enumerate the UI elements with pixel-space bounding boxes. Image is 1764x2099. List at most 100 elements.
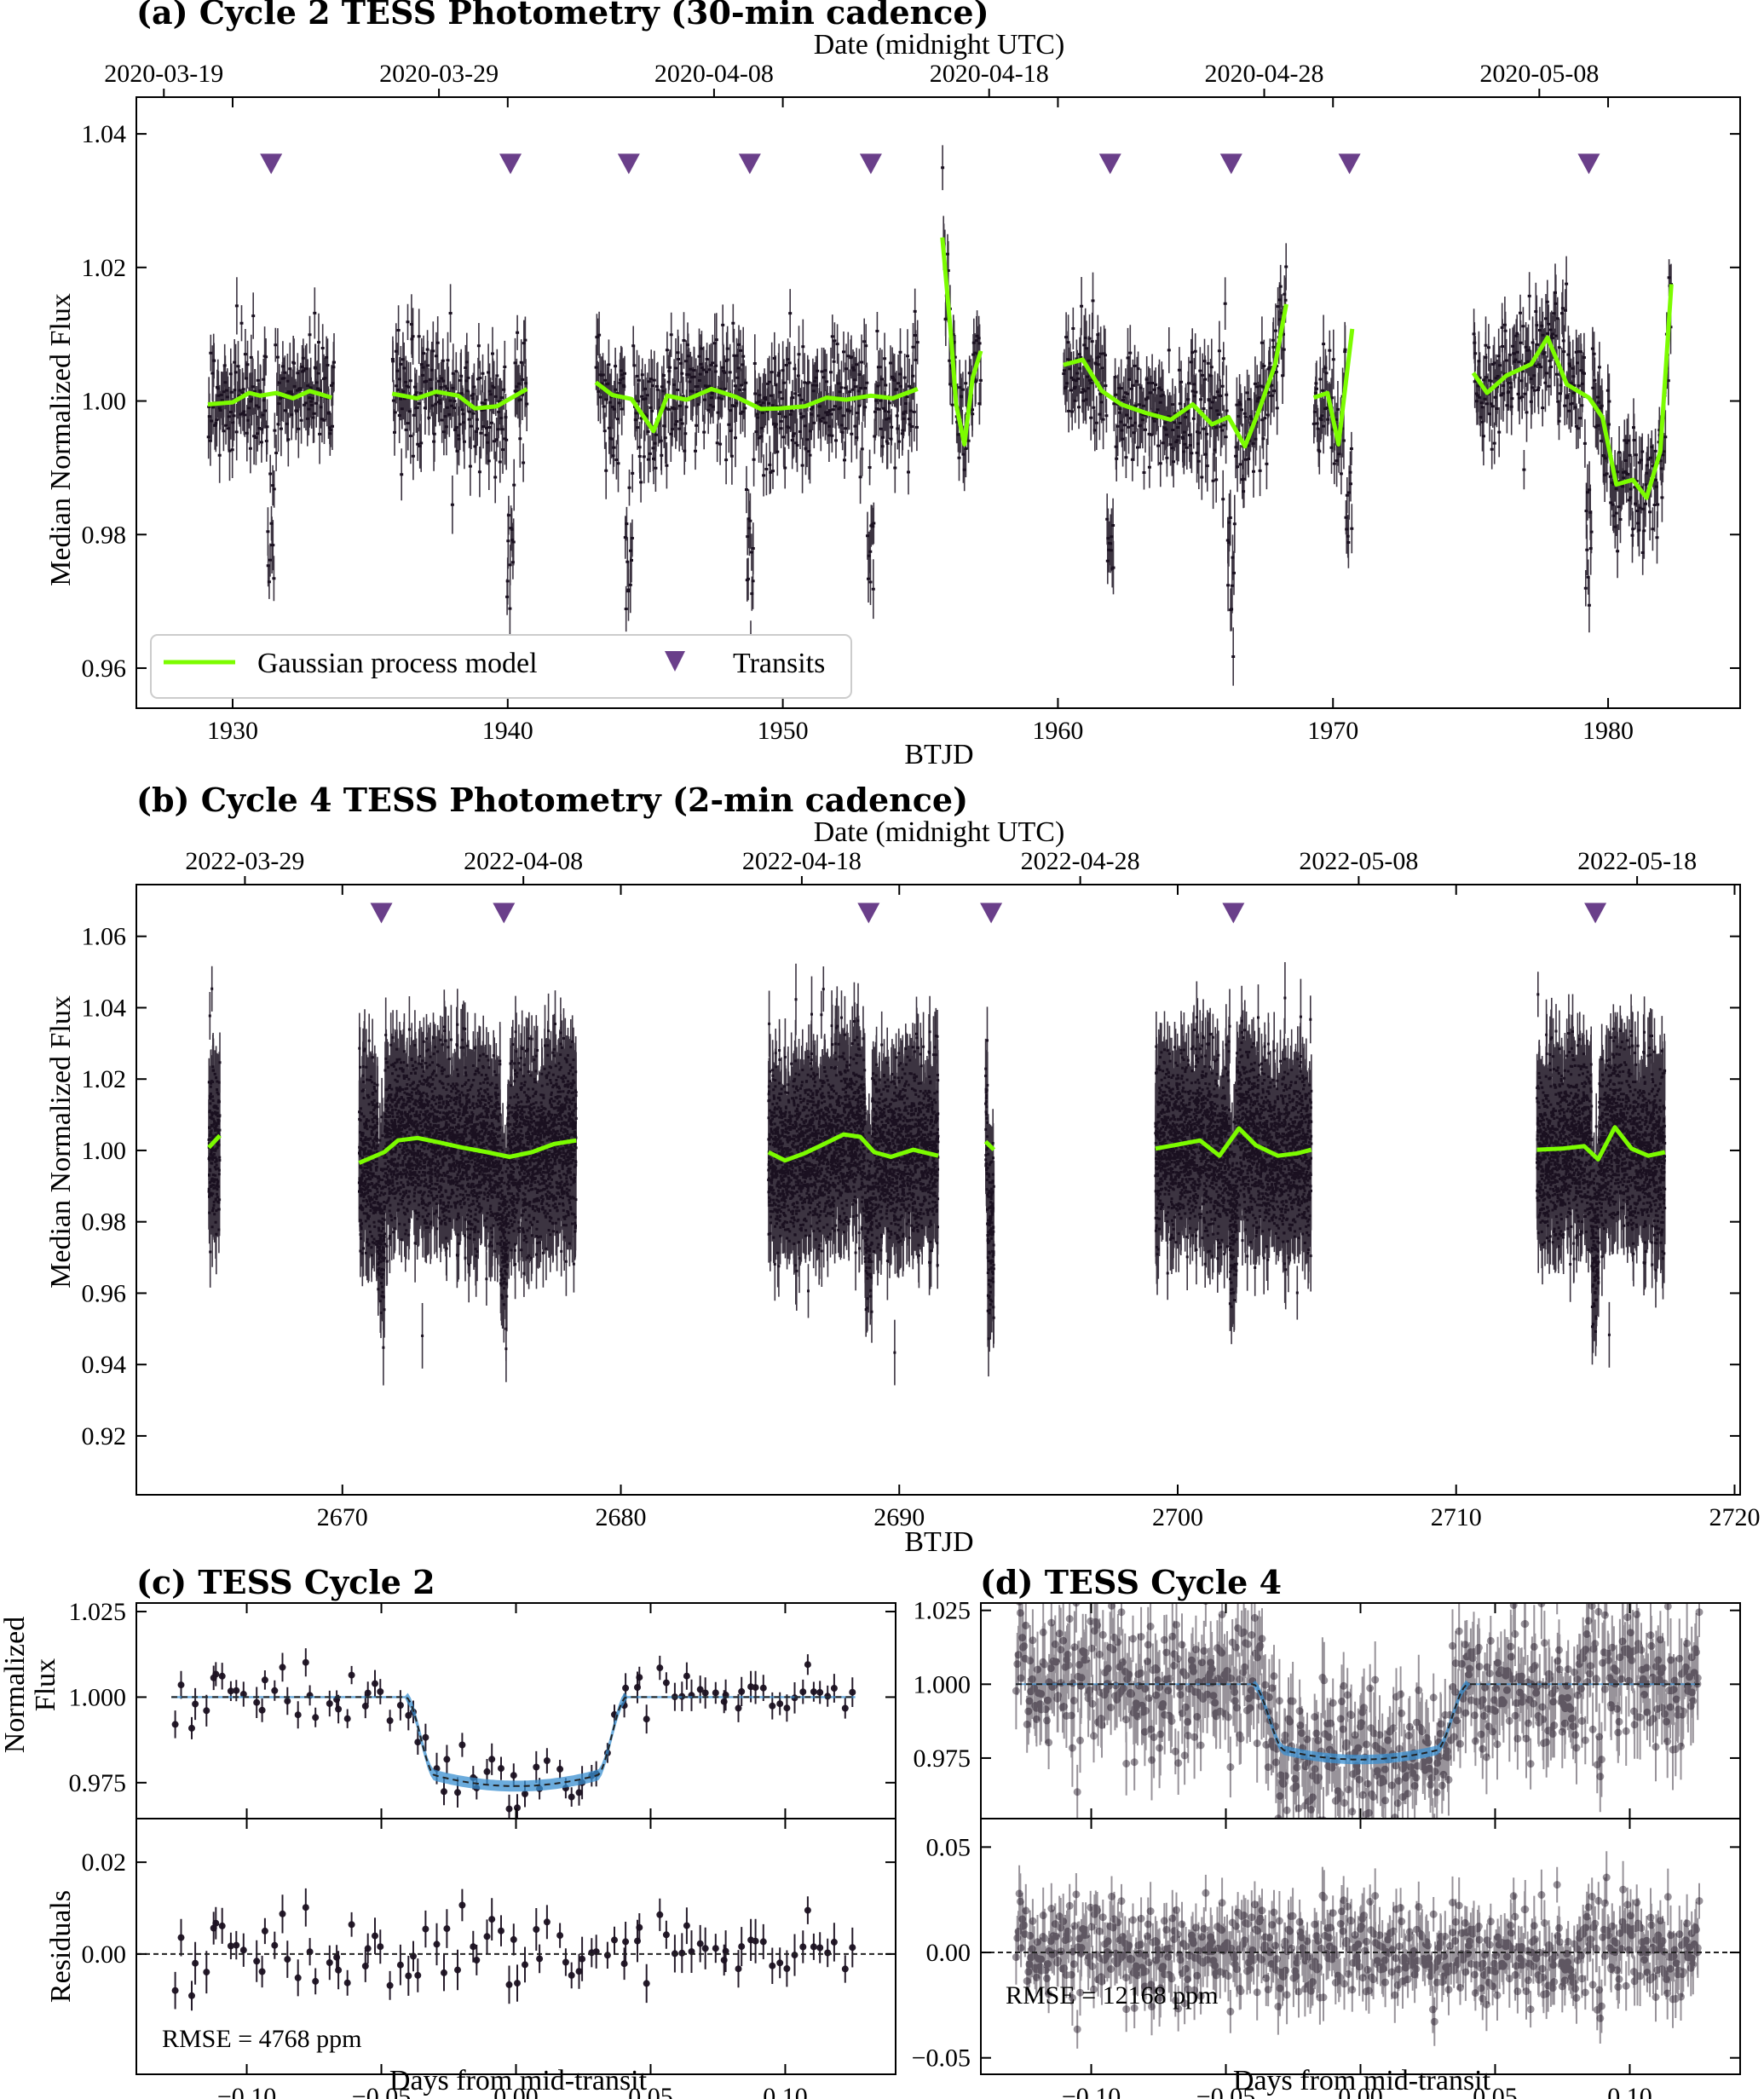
y-tick-label: 0.92 <box>82 1422 127 1450</box>
legend-gp-label: Gaussian process model <box>257 648 538 679</box>
transit-marker <box>1222 902 1245 924</box>
panel-b-axes: 2670 2680 2690 2700 2710 2720 0.92 0.94 0.96 0.98… <box>82 847 1761 1531</box>
panel-b-ylabel: Median Normalized Flux <box>45 995 77 1289</box>
flux-points <box>207 987 222 1254</box>
y-tick-label: −0.05 <box>912 2044 971 2073</box>
gp-model-line <box>391 387 528 411</box>
panel-d: (d) TESS Cycle 4 Days from mid-transit 0… <box>912 1563 1741 2099</box>
date-tick-label: 2022-05-08 <box>1299 847 1418 875</box>
x-tick-label: 2680 <box>596 1503 647 1531</box>
x-tick-label: 2700 <box>1152 1503 1203 1531</box>
x-tick-label: −0.05 <box>352 2083 411 2099</box>
panel-c-residuals-label: Residuals <box>45 1890 77 2003</box>
flux-errorbars <box>1015 1603 1700 1819</box>
gp-model-line <box>940 237 983 447</box>
panel-a-plot-area <box>206 145 1674 686</box>
date-tick-label: 2020-05-08 <box>1479 60 1599 88</box>
x-tick-label: 0.10 <box>763 2083 808 2099</box>
flux-points <box>1062 265 1288 658</box>
panel-d-axes: 0.975 1.000 1.025 −0.10 −0.05 0.00 0.05 0.10 −0.… <box>912 1597 1740 2099</box>
y-tick-label: 0.98 <box>82 521 127 549</box>
date-tick-label: 2020-03-19 <box>104 60 223 88</box>
flux-points <box>390 312 529 610</box>
gp-model-line <box>1155 1126 1312 1158</box>
transit-model-line <box>1016 1683 1700 1761</box>
panel-a: (a) Cycle 2 TESS Photometry (30-min cade… <box>45 0 1741 770</box>
date-tick-label: 2020-04-08 <box>654 60 774 88</box>
date-tick-label: 2022-04-18 <box>742 847 862 875</box>
panel-a-title: (a) Cycle 2 TESS Photometry (30-min cade… <box>136 0 989 32</box>
flux-points <box>1154 996 1313 1308</box>
date-tick-label: 2022-04-08 <box>464 847 583 875</box>
panel-a-top-xlabel: Date (midnight UTC) <box>814 29 1065 61</box>
panel-c-ylabel-line1: Normalized <box>0 1617 31 1754</box>
y-tick-label: 1.06 <box>82 923 127 951</box>
panel-d-flux-plot <box>1012 1603 1703 1819</box>
date-tick-label: 2020-04-18 <box>930 60 1049 88</box>
panel-b-plot-area <box>207 902 1667 1386</box>
y-tick-label: 1.025 <box>914 1597 971 1625</box>
panel-b-title: (b) Cycle 4 TESS Photometry (2-min caden… <box>136 781 968 819</box>
date-tick-label: 2022-03-29 <box>185 847 304 875</box>
y-tick-label: 1.04 <box>82 120 127 148</box>
x-tick-label: 1960 <box>1032 717 1083 745</box>
flux-data <box>171 1648 856 1819</box>
residual-errorbars <box>1015 1851 1700 2049</box>
transit-marker <box>493 902 516 924</box>
panel-c-axes: 0.975 1.000 1.025 −0.10 −0.05 0.00 0.05 0.10 0.0… <box>69 1598 896 2099</box>
y-tick-label: 1.04 <box>82 994 127 1022</box>
gp-model-line <box>207 389 332 407</box>
y-tick-label: 0.94 <box>82 1351 127 1379</box>
gp-model-line <box>983 1139 996 1151</box>
gp-model-line <box>594 380 919 434</box>
date-tick-label: 2022-05-18 <box>1577 847 1697 875</box>
x-tick-label: 1940 <box>482 717 533 745</box>
legend-box <box>150 634 852 699</box>
panel-d-title: (d) TESS Cycle 4 <box>980 1563 1282 1601</box>
panel-b: (b) Cycle 4 TESS Photometry (2-min caden… <box>45 781 1760 1558</box>
y-tick-label: 1.000 <box>914 1670 971 1698</box>
transit-marker <box>617 153 640 175</box>
transit-marker <box>980 902 1003 924</box>
y-tick-label: 0.975 <box>69 1769 127 1797</box>
panel-c-xlabel: Days from mid-transit <box>389 2065 648 2096</box>
x-tick-label: 2670 <box>317 1503 368 1531</box>
y-tick-label: 0.96 <box>82 1279 127 1307</box>
y-tick-label: 1.025 <box>69 1598 127 1626</box>
date-tick-label: 2020-04-28 <box>1205 60 1324 88</box>
panel-c-residual-plot <box>136 1888 896 2011</box>
panel-a-xlabel: BTJD <box>904 739 973 770</box>
panel-d-residual-plot <box>981 1851 1740 2049</box>
panel-c-rmse: RMSE = 4768 ppm <box>162 2025 361 2053</box>
panel-c: (c) TESS Cycle 2 Normalized Flux Residua… <box>0 1563 896 2099</box>
x-tick-label: 1950 <box>758 717 809 745</box>
panel-c-title: (c) TESS Cycle 2 <box>136 1563 435 1601</box>
y-tick-label: 1.02 <box>82 254 127 282</box>
x-tick-label: 1970 <box>1307 717 1358 745</box>
flux-points <box>357 1023 578 1351</box>
x-tick-label: 2720 <box>1709 1503 1760 1531</box>
x-tick-label: −0.05 <box>1196 2083 1255 2099</box>
y-tick-label: 0.02 <box>82 1848 127 1877</box>
x-tick-label: 0.10 <box>1607 2083 1652 2099</box>
transit-marker <box>499 153 522 175</box>
panel-b-xlabel: BTJD <box>904 1526 973 1558</box>
legend-transit-label: Transits <box>733 648 825 679</box>
x-tick-label: 1980 <box>1582 717 1634 745</box>
y-tick-label: 0.05 <box>926 1833 971 1861</box>
panel-a-ylabel: Median Normalized Flux <box>45 293 77 586</box>
y-tick-label: 1.00 <box>82 388 127 416</box>
x-tick-label: 0.00 <box>1338 2083 1383 2099</box>
legend-transit-marker-icon <box>665 651 685 672</box>
gp-model-line <box>1063 303 1288 449</box>
flux-points <box>206 304 336 584</box>
y-tick-label: 0.975 <box>914 1744 971 1773</box>
panel-c-flux-plot <box>171 1648 856 1819</box>
gp-model-line <box>1471 284 1674 500</box>
y-tick-label: 1.00 <box>82 1137 127 1165</box>
panel-a-legend: Gaussian process model Transits <box>150 634 852 699</box>
date-tick-label: 2022-04-28 <box>1021 847 1140 875</box>
residual-data <box>981 1851 1740 2049</box>
transit-marker <box>1584 902 1607 924</box>
